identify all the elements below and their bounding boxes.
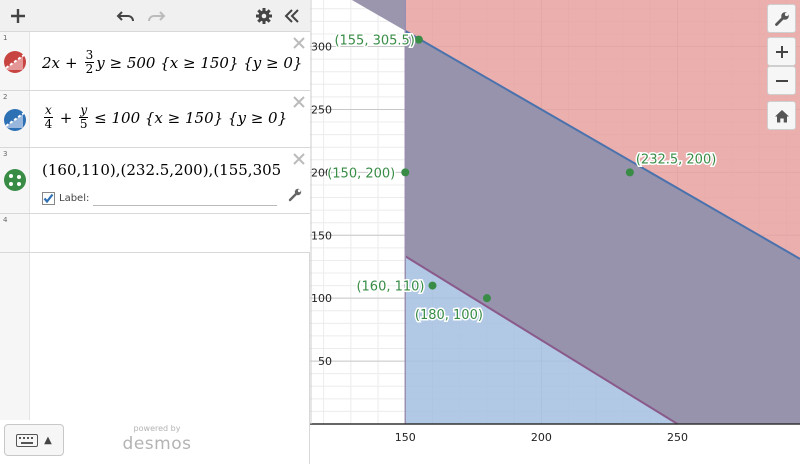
plus-icon xyxy=(11,9,25,23)
collapse-list-button[interactable] xyxy=(280,4,304,28)
y-tick-label: 150 xyxy=(311,229,332,242)
fraction-x-4: x 4 xyxy=(44,104,53,131)
zoom-in-button[interactable] xyxy=(767,37,796,66)
fraction-numerator: 3 xyxy=(84,48,95,63)
y-tick-label: 250 xyxy=(311,103,332,116)
plus-sign: + xyxy=(59,108,73,127)
graph-svg[interactable]: 150 200 250 50 100 150 200 250 300 (155, 305.5) (1… xyxy=(310,0,800,464)
expression-gutter: 4 xyxy=(0,214,30,252)
gutter-filler xyxy=(0,253,30,420)
expression-gutter: 1 xyxy=(0,32,30,90)
desmos-logo: desmos xyxy=(122,434,192,454)
point-label: (150, 200) xyxy=(327,166,395,181)
gear-icon xyxy=(256,8,272,24)
inequality-shade-icon[interactable] xyxy=(3,50,27,74)
settings-button[interactable] xyxy=(252,4,276,28)
checkbox-checked-icon[interactable] xyxy=(42,192,55,205)
expression-index: 4 xyxy=(3,216,8,224)
x-tick-label: 200 xyxy=(531,431,552,444)
fraction-numerator: y xyxy=(79,103,89,118)
caret-up-icon: ▲ xyxy=(44,434,52,446)
label-checkbox-text: Label: xyxy=(59,193,90,204)
expression-gutter: 3 xyxy=(0,148,30,213)
desmos-branding[interactable]: powered by desmos xyxy=(122,424,192,454)
fraction-3-2: 3 2 xyxy=(84,48,95,76)
fraction-y-5: y 5 xyxy=(79,103,89,131)
point-label: (160, 110) xyxy=(356,280,424,295)
undo-icon xyxy=(116,11,134,22)
fraction-denominator: 5 xyxy=(79,117,88,131)
expression-list-panel: 1 2x + 3 2 y ≥ 500 {x ≥ 150} {y ≥ 0} 2 xyxy=(0,0,310,464)
expression-gutter: 2 xyxy=(0,91,30,147)
wrench-icon[interactable] xyxy=(288,188,302,202)
x-tick-label: 250 xyxy=(667,431,688,444)
expression-3-math[interactable]: (160,110),(232.5,200),(155,305.5) xyxy=(42,161,282,179)
fraction-denominator: 4 xyxy=(44,117,53,131)
keyboard-icon xyxy=(16,433,39,447)
expression-toolbar xyxy=(0,0,310,32)
data-point[interactable] xyxy=(401,168,410,177)
panel-footer: ▲ powered by desmos xyxy=(0,416,310,464)
data-point[interactable] xyxy=(414,35,423,44)
data-point[interactable] xyxy=(482,294,491,303)
close-icon[interactable] xyxy=(292,36,306,50)
x-tick-label: 150 xyxy=(395,431,416,444)
term-rest: ≤ 100 {x ≥ 150} {y ≥ 0} xyxy=(94,108,288,127)
expression-index: 1 xyxy=(3,34,8,42)
boundary-line-1 xyxy=(404,255,679,425)
expression-row-4[interactable]: 4 xyxy=(0,214,310,253)
zoom-out-icon xyxy=(775,79,788,82)
expression-2-math[interactable]: x 4 + y 5 ≤ 100 {x ≥ 150} {y ≥ 0} xyxy=(42,104,287,131)
term-2x: 2x xyxy=(42,53,61,72)
expression-row-2[interactable]: 2 x 4 + y 5 ≤ 100 {x ≥ 150} {y ≥ 0} xyxy=(0,91,310,148)
zoom-out-button[interactable] xyxy=(767,66,796,95)
y-tick-label: 200 xyxy=(311,166,332,179)
expression-1-math[interactable]: 2x + 3 2 y ≥ 500 {x ≥ 150} {y ≥ 0} xyxy=(42,49,302,76)
point-label: (180, 100) xyxy=(415,308,483,323)
point-label: (155, 305.5) xyxy=(334,34,414,49)
redo-button[interactable] xyxy=(144,4,168,28)
keyboard-toggle-button[interactable]: ▲ xyxy=(4,424,64,456)
expression-index: 2 xyxy=(3,93,8,101)
expression-index: 3 xyxy=(3,150,8,158)
term-rest: y ≥ 500 {x ≥ 150} {y ≥ 0} xyxy=(96,53,303,72)
plus-sign: + xyxy=(65,53,78,72)
home-icon xyxy=(774,109,789,122)
fraction-numerator: x xyxy=(44,103,53,118)
points-icon[interactable] xyxy=(3,168,27,192)
graph-settings-button[interactable] xyxy=(767,4,796,33)
default-zoom-button[interactable] xyxy=(767,101,796,130)
graph-canvas[interactable]: 150 200 250 50 100 150 200 250 300 (155, 305.5) (1… xyxy=(310,0,800,464)
fraction-denominator: 2 xyxy=(85,62,94,76)
wrench-icon xyxy=(774,11,789,26)
data-point[interactable] xyxy=(428,281,437,290)
inequality-shade-icon[interactable] xyxy=(3,108,27,132)
y-tick-label: 100 xyxy=(311,292,332,305)
y-tick-label: 50 xyxy=(318,355,332,368)
redo-icon xyxy=(148,11,166,22)
expression-row-3[interactable]: 3 (160,110),(232.5,200),(155,305.5) Labe… xyxy=(0,148,310,214)
label-option: Label: xyxy=(42,191,278,206)
add-item-button[interactable] xyxy=(6,4,30,28)
close-icon[interactable] xyxy=(292,95,306,109)
point-label: (232.5, 200) xyxy=(636,152,716,167)
expression-row-1[interactable]: 1 2x + 3 2 y ≥ 500 {x ≥ 150} {y ≥ 0} xyxy=(0,32,310,91)
undo-button[interactable] xyxy=(114,4,138,28)
data-point[interactable] xyxy=(625,168,634,177)
double-chevron-left-icon xyxy=(284,9,299,23)
y-tick-label: 300 xyxy=(311,41,332,54)
powered-by-text: powered by xyxy=(133,424,181,433)
close-icon[interactable] xyxy=(292,152,306,166)
zoom-in-icon xyxy=(775,45,788,58)
overlap-region xyxy=(351,0,800,424)
boundary-line-2 xyxy=(404,29,800,260)
label-text-field[interactable] xyxy=(93,191,278,206)
